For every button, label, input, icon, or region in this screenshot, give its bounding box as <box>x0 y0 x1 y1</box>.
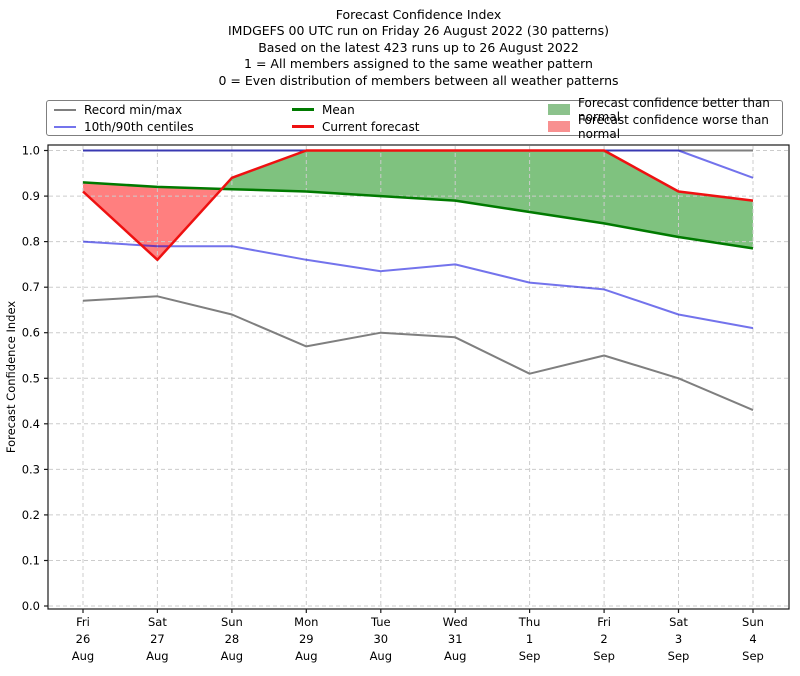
legend-label: Forecast confidence better than normal <box>578 95 770 124</box>
svg-text:0.8: 0.8 <box>22 235 40 249</box>
chart-legend: Record min/max 10th/90th centiles Mean C… <box>46 96 783 141</box>
mean-line-swatch <box>292 108 314 111</box>
fill-better-than-normal <box>221 150 754 249</box>
series-lines <box>82 149 754 412</box>
series-mean <box>82 181 754 250</box>
series-record-min <box>82 295 754 412</box>
chart-title-block: Forecast Confidence Index IMDGEFS 00 UTC… <box>48 7 789 89</box>
legend-item-worse-than-normal: Forecast confidence worse than normal <box>548 113 782 141</box>
legend-column-confidence-bands: Forecast confidence better than normal F… <box>548 96 782 141</box>
grid <box>49 146 788 608</box>
svg-text:0.9: 0.9 <box>22 189 40 203</box>
current-forecast-line-swatch <box>292 125 314 128</box>
legend-label: Forecast confidence worse than normal <box>578 112 769 141</box>
chart-subtitle-scale-1: 1 = All members assigned to the same wea… <box>244 56 593 72</box>
fill-worse-than-normal <box>83 182 222 260</box>
svg-text:0.4: 0.4 <box>22 417 40 431</box>
x-tick-labels: Fri 26 Aug Sat 27 Aug Sun 28 Aug Mon 29 Aug Tue 30 Aug… <box>72 615 764 663</box>
series-centile-10 <box>82 240 754 330</box>
legend-item-better-than-normal: Forecast confidence better than normal <box>548 96 782 124</box>
svg-text:0.5: 0.5 <box>22 371 40 385</box>
legend-label: Current forecast <box>322 119 420 134</box>
y-tick-labels: 0.0 0.1 0.2 0.3 0.4 0.5 0.6 0.7 0.8 0.9 1.0 <box>22 144 40 614</box>
legend-label: Record min/max <box>84 102 183 117</box>
series-current-forecast <box>82 149 754 262</box>
legend-item-current-forecast: Current forecast <box>292 119 548 135</box>
svg-text:0.2: 0.2 <box>22 508 40 522</box>
svg-text:1.0: 1.0 <box>22 144 40 158</box>
svg-text:0.1: 0.1 <box>22 554 40 568</box>
legend-label: 10th/90th centiles <box>84 119 194 134</box>
y-axis-title: Forecast Confidence Index <box>4 301 18 453</box>
chart-subtitle-basis: Based on the latest 423 runs up to 26 Au… <box>258 39 579 55</box>
chart-title: Forecast Confidence Index <box>335 7 502 22</box>
legend-column-extremes: Record min/max 10th/90th centiles <box>47 102 292 135</box>
legend-item-mean: Mean <box>292 102 548 118</box>
chart-subtitle-scale-0: 0 = Even distribution of members between… <box>218 72 619 88</box>
svg-text:0.3: 0.3 <box>22 462 40 476</box>
plot-border <box>47 144 790 610</box>
legend-item-centiles: 10th/90th centiles <box>54 119 292 135</box>
svg-text:0.7: 0.7 <box>22 280 40 294</box>
worse-than-normal-patch-swatch <box>548 121 570 132</box>
centiles-line-swatch <box>54 125 76 128</box>
svg-text:0.0: 0.0 <box>22 599 40 613</box>
legend-column-forecast: Mean Current forecast <box>292 102 548 135</box>
svg-text:0.6: 0.6 <box>22 326 40 340</box>
legend-label: Mean <box>322 102 355 117</box>
chart-subtitle-run: IMDGEFS 00 UTC run on Friday 26 August 2… <box>227 23 609 39</box>
axes <box>44 144 790 613</box>
record-minmax-line-swatch <box>54 108 76 111</box>
legend-item-record-minmax: Record min/max <box>54 102 292 118</box>
better-than-normal-patch-swatch <box>548 104 570 115</box>
fill-regions <box>83 150 754 260</box>
